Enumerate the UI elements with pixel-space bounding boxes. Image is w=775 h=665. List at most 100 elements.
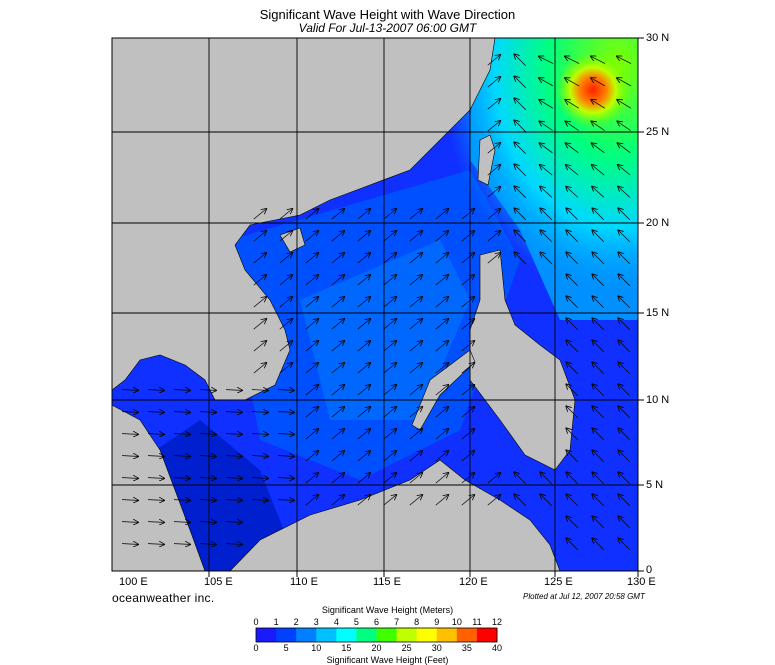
wave-direction-arrow: [618, 450, 630, 462]
legend-meters-tick: 10: [451, 617, 462, 627]
wave-direction-arrow: [487, 77, 500, 88]
wave-direction-arrow: [121, 544, 138, 545]
wave-direction-arrow: [461, 341, 474, 352]
wave-direction-arrow: [409, 363, 422, 374]
wave-direction-arrow: [618, 143, 631, 154]
wave-direction-arrow: [305, 495, 318, 506]
wave-direction-arrow: [409, 253, 422, 264]
wave-direction-arrow: [173, 434, 190, 435]
wave-direction-arrow: [617, 122, 631, 131]
wave-direction-arrow: [357, 495, 370, 506]
wave-direction-arrow: [565, 78, 580, 87]
lon-label-125: 125 E: [544, 576, 573, 588]
wave-direction-arrow: [251, 412, 268, 413]
wave-direction-arrow: [618, 406, 630, 418]
wave-direction-arrow: [121, 456, 138, 457]
wave-direction-arrow: [566, 340, 578, 352]
wave-direction-arrow: [147, 434, 164, 435]
wave-direction-arrow: [591, 100, 605, 109]
sea-zone-center: [300, 240, 470, 420]
legend-swatch: [456, 628, 478, 642]
wave-direction-arrow: [435, 319, 448, 330]
wave-direction-arrow: [409, 341, 422, 352]
wave-direction-arrow: [592, 208, 604, 220]
wave-direction-arrow: [566, 230, 578, 242]
wave-direction-arrow: [253, 231, 266, 242]
wave-direction-arrow: [331, 297, 344, 308]
wave-direction-arrow: [305, 429, 318, 440]
wave-direction-arrow: [199, 390, 216, 391]
wave-direction-arrow: [199, 456, 216, 457]
wave-direction-arrow: [514, 494, 526, 506]
wave-direction-arrow: [565, 56, 580, 64]
wave-direction-arrow: [618, 472, 630, 484]
wave-direction-arrow: [147, 500, 164, 501]
wave-direction-arrow: [435, 253, 448, 264]
legend-feet-tick: 35: [461, 643, 472, 653]
wave-direction-arrow: [461, 473, 474, 484]
wave-direction-arrow: [540, 252, 552, 264]
wave-direction-arrow: [539, 100, 553, 109]
wave-direction-arrow: [251, 390, 268, 391]
wave-direction-arrow: [409, 451, 422, 462]
wave-direction-arrow: [461, 495, 474, 506]
wave-direction-arrow: [279, 253, 292, 264]
wave-direction-arrow: [461, 275, 474, 286]
map-subtitle: Valid For Jul-13-2007 06:00 GMT: [298, 21, 477, 35]
legend-meters-title: Significant Wave Height (Meters): [321, 605, 454, 615]
wave-direction-arrow: [487, 165, 500, 176]
legend-meters-tick: 9: [434, 617, 440, 627]
wave-direction-arrow: [618, 384, 630, 396]
wave-direction-arrow: [618, 318, 630, 330]
wave-direction-arrow: [435, 341, 448, 352]
legend-meters-tick: 1: [273, 617, 279, 627]
wave-direction-arrow: [173, 522, 190, 523]
wave-direction-arrow: [592, 252, 604, 264]
wave-direction-arrow: [121, 500, 138, 501]
wave-direction-arrow: [618, 165, 631, 176]
wave-direction-arrow: [461, 209, 474, 220]
wave-direction-arrow: [461, 385, 474, 396]
legend-swatch: [476, 628, 498, 642]
wave-direction-arrow: [305, 209, 318, 220]
lat-label-20: 20 N: [646, 217, 670, 229]
wave-direction-arrow: [566, 252, 578, 264]
wave-direction-arrow: [331, 209, 344, 220]
wave-direction-arrow: [487, 99, 500, 110]
wave-direction-arrow: [592, 428, 604, 440]
wave-direction-arrow: [277, 456, 294, 457]
lat-label-25: 25 N: [646, 126, 670, 138]
wave-direction-arrow: [409, 429, 422, 440]
wave-direction-arrow: [199, 544, 216, 545]
wave-direction-arrow: [435, 473, 448, 484]
wave-direction-arrow: [618, 340, 630, 352]
wave-direction-arrow: [540, 187, 553, 198]
wave-direction-arrow: [173, 500, 190, 501]
wave-direction-arrow: [591, 56, 606, 64]
wave-direction-arrow: [461, 363, 474, 374]
wave-direction-arrow: [147, 456, 164, 457]
wave-direction-arrow: [225, 500, 242, 501]
wave-direction-arrow: [566, 406, 578, 418]
wave-direction-arrow: [409, 275, 422, 286]
wave-direction-arrow: [279, 341, 292, 352]
wave-direction-arrow: [253, 297, 266, 308]
wave-direction-arrow: [251, 478, 268, 479]
wave-direction-arrow: [461, 231, 474, 242]
wave-direction-arrow: [618, 538, 630, 550]
wave-direction-arrow: [279, 319, 292, 330]
lat-label-5: 5 N: [646, 479, 664, 491]
lat-label-10: 10 N: [646, 394, 670, 406]
wave-direction-arrow: [409, 319, 422, 330]
storm-core: [555, 52, 631, 128]
wave-direction-arrow: [592, 450, 604, 462]
wave-direction-arrow: [173, 390, 190, 391]
wave-direction-arrow: [539, 56, 554, 64]
wave-direction-arrow: [566, 208, 578, 220]
wave-direction-arrow: [383, 297, 396, 308]
wave-direction-arrow: [566, 428, 578, 440]
wave-direction-arrow: [409, 495, 422, 506]
wave-direction-arrow: [225, 412, 242, 413]
wave-direction-arrow: [357, 275, 370, 286]
